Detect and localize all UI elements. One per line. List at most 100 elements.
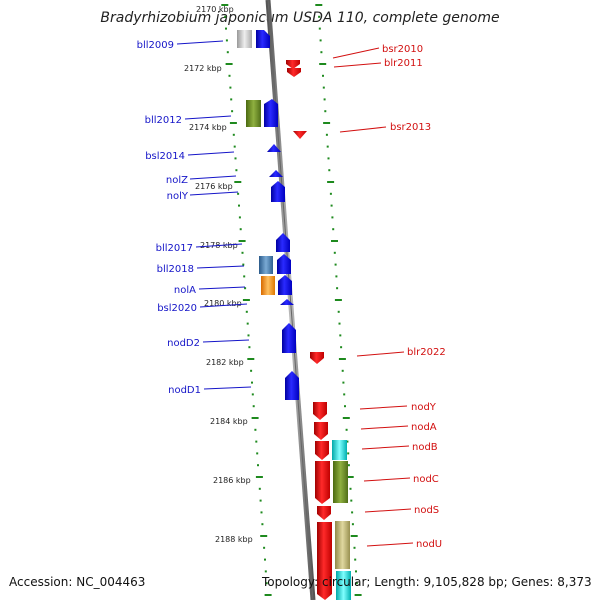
tick-mark: [252, 405, 255, 408]
tick-mark: [224, 15, 227, 18]
gene-block-olive[interactable]: [246, 100, 261, 127]
gene-arrow-blue[interactable]: [282, 323, 296, 353]
tick-mark: [323, 122, 331, 124]
gene-label-bsr2013[interactable]: bsr2013: [390, 122, 431, 133]
gene-arrow-blue[interactable]: [264, 99, 278, 127]
gene-label-nolA[interactable]: nolA: [174, 285, 196, 296]
gene-arrow-red[interactable]: [293, 131, 307, 139]
tick-mark: [320, 51, 323, 54]
gene-arrow-red[interactable]: [315, 441, 329, 460]
tick-mark: [256, 452, 259, 455]
gene-arrow-red[interactable]: [313, 402, 327, 420]
gene-block-cyan[interactable]: [332, 440, 347, 460]
tick-label: 2176 kbp: [195, 182, 233, 191]
gene-label-nodC[interactable]: nodC: [413, 474, 439, 485]
scale-ticks: 2170 kbp 2172 kbp 2174 kbp 2176 kbp 2178…: [184, 5, 253, 544]
tick-mark: [336, 287, 339, 290]
tick-mark: [259, 499, 262, 502]
tick-mark: [326, 145, 329, 148]
tick-mark: [260, 511, 263, 514]
tick-mark: [322, 74, 324, 77]
tick-mark: [247, 358, 255, 360]
tick-mark: [247, 334, 250, 337]
gene-block-gray[interactable]: [237, 30, 252, 48]
tick-mark: [355, 570, 357, 573]
tick-mark: [257, 464, 259, 467]
reverse-strand-genes: [237, 30, 299, 400]
gene-label-bsl2014[interactable]: bsl2014: [145, 151, 185, 162]
tick-mark: [325, 133, 328, 136]
gene-arrow-red[interactable]: [310, 352, 324, 364]
gene-label-nodA[interactable]: nodA: [411, 422, 437, 433]
gene-label-bsl2020[interactable]: bsl2020: [157, 303, 197, 314]
tick-mark: [235, 169, 238, 172]
tick-mark: [328, 169, 331, 172]
tick-mark: [251, 393, 254, 396]
gene-block-olive[interactable]: [333, 461, 348, 503]
map-title: Bradyrhizobium japonicum USDA 110, compl…: [100, 10, 500, 26]
gene-label-nodB[interactable]: nodB: [412, 442, 438, 453]
gene-label-nodY[interactable]: nodY: [411, 402, 437, 413]
gene-arrow-blue[interactable]: [267, 144, 281, 152]
gene-arrow-blue[interactable]: [276, 233, 290, 252]
gene-block-steel[interactable]: [259, 256, 273, 274]
tick-mark: [261, 523, 264, 526]
accession-label: Accession: NC_004463: [9, 575, 146, 589]
gene-arrow-red[interactable]: [315, 461, 330, 504]
gene-arrow-red[interactable]: [317, 522, 332, 600]
tick-mark: [258, 487, 261, 490]
tick-mark: [324, 110, 327, 113]
tick-mark: [334, 299, 342, 301]
gene-label-nodS[interactable]: nodS: [414, 505, 439, 516]
tick-mark: [327, 181, 335, 183]
tick-mark: [248, 346, 251, 349]
gene-label-nolY[interactable]: nolY: [167, 191, 189, 202]
gene-label-nolZ[interactable]: nolZ: [166, 175, 188, 186]
gene-label-bll2012[interactable]: bll2012: [145, 115, 182, 126]
gene-arrow-blue[interactable]: [278, 275, 292, 295]
gene-label-bll2009[interactable]: bll2009: [137, 40, 174, 51]
tick-mark: [350, 535, 358, 537]
tick-mark: [337, 310, 340, 313]
tick-mark: [239, 228, 242, 231]
tick-mark: [263, 546, 266, 549]
gene-label-nodD2[interactable]: nodD2: [167, 338, 200, 349]
tick-mark: [225, 39, 228, 42]
tick-mark: [329, 192, 332, 195]
gene-label-nodD1[interactable]: nodD1: [168, 385, 201, 396]
tick-mark: [221, 4, 229, 6]
gene-arrow-blue[interactable]: [277, 254, 291, 274]
gene-label-blr2022[interactable]: blr2022: [407, 347, 446, 358]
tick-mark: [251, 381, 253, 384]
tick-mark: [255, 440, 258, 443]
gene-block-cyan[interactable]: [336, 571, 351, 600]
gene-arrow-blue[interactable]: [271, 181, 285, 202]
tick-mark: [315, 4, 323, 6]
gene-label-bll2018[interactable]: bll2018: [157, 264, 194, 275]
gene-label-bll2017[interactable]: bll2017: [156, 243, 193, 254]
gene-arrow-blue[interactable]: [285, 371, 299, 400]
gene-arrow-red[interactable]: [287, 68, 301, 77]
gene-label-nodU[interactable]: nodU: [416, 539, 442, 550]
gene-arrow-red[interactable]: [317, 506, 331, 520]
gene-arrow-blue[interactable]: [280, 299, 294, 305]
tick-mark: [238, 240, 246, 242]
tick-mark: [355, 582, 358, 585]
gene-label-bsr2010[interactable]: bsr2010: [382, 44, 423, 55]
gene-label-blr2011[interactable]: blr2011: [384, 58, 423, 69]
gene-arrow-red[interactable]: [314, 422, 328, 440]
tick-label: 2170 kbp: [196, 5, 234, 14]
gene-arrow-blue[interactable]: [256, 30, 270, 48]
gene-arrow-blue[interactable]: [269, 170, 283, 177]
tick-mark: [322, 86, 325, 89]
tick-mark: [244, 287, 247, 290]
tick-mark: [342, 381, 345, 384]
gene-arrow-red[interactable]: [286, 60, 300, 69]
tick-mark: [343, 393, 346, 396]
gene-block-orange[interactable]: [261, 276, 275, 295]
tick-mark: [345, 428, 348, 431]
tick-mark: [334, 263, 337, 266]
gene-block-khaki[interactable]: [335, 521, 350, 569]
tick-mark: [353, 546, 356, 549]
